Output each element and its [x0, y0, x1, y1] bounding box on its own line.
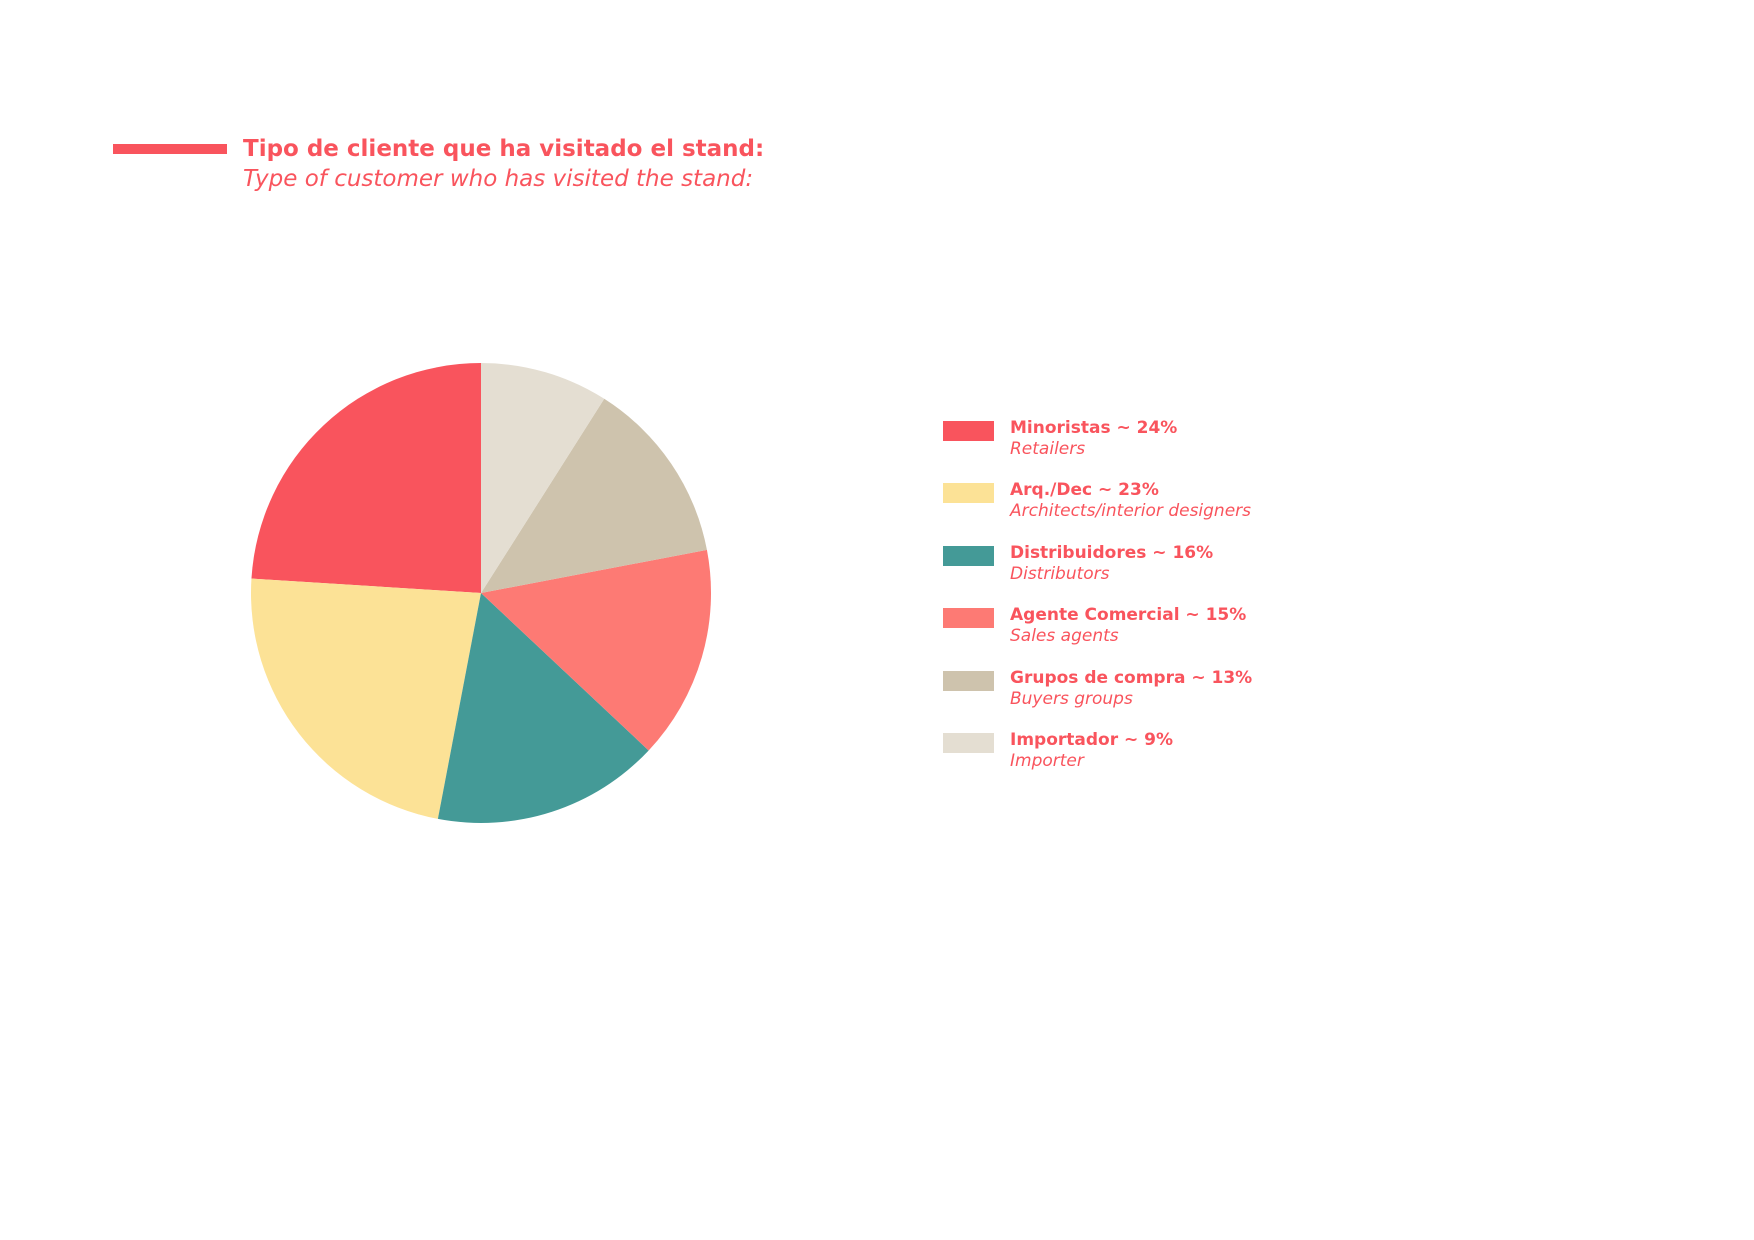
legend-label: Agente Comercial ~ 15%	[1010, 605, 1247, 626]
legend-label: Importador ~ 9%	[1010, 729, 1174, 750]
legend-swatch	[943, 421, 994, 441]
pie-chart	[250, 363, 712, 824]
legend-sublabel: Buyers groups	[1010, 688, 1133, 709]
legend-sublabel: Retailers	[1010, 439, 1086, 459]
legend-swatch	[943, 732, 994, 753]
legend-swatch	[943, 608, 994, 629]
legend-label: Distribuidores ~ 16%	[1010, 542, 1214, 563]
chart-subtitle: Type of customer who has visited the sta…	[243, 166, 754, 192]
pie-slice-2	[250, 578, 481, 819]
pie-slice-6	[481, 363, 605, 593]
legend-sublabel: Architects/interior designers	[1010, 501, 1252, 522]
legend-text: Grupos de compra ~ 13% Buyers groups	[1010, 668, 1252, 710]
legend-sublabel: Sales agents	[1010, 626, 1119, 647]
legend-text: Agente Comercial ~ 15% Sales agents	[1010, 605, 1246, 647]
pie-slice-1	[251, 363, 481, 593]
legend-sublabel: Distributors	[1010, 563, 1110, 584]
legend-label: Arq./Dec ~ 23%	[1010, 480, 1159, 501]
legend-text: Importador ~ 9% Importer	[1010, 730, 1173, 772]
legend-sublabel: Importer	[1010, 750, 1084, 771]
legend-label: Minoristas ~ 24%	[1010, 418, 1178, 438]
pie-slice-3	[437, 593, 649, 824]
pie-slice-5	[481, 398, 707, 593]
legend-label: Grupos de compra ~ 13%	[1010, 667, 1253, 688]
legend-text: Arq./Dec ~ 23% Architects/interior design…	[1010, 480, 1251, 522]
legend-text: Distribuidores ~ 16% Distributors	[1010, 543, 1213, 585]
title-accent-bar	[113, 144, 227, 154]
chart-header: Tipo de cliente que ha visitado el stand…	[243, 134, 764, 194]
legend-swatch	[943, 483, 994, 504]
legend-swatch	[943, 545, 994, 566]
pie-slice-4	[481, 549, 712, 751]
chart-title: Tipo de cliente que ha visitado el stand…	[243, 136, 765, 162]
legend-swatch	[943, 670, 994, 691]
legend-text: Minoristas ~ 24% Retailers	[1010, 418, 1177, 460]
